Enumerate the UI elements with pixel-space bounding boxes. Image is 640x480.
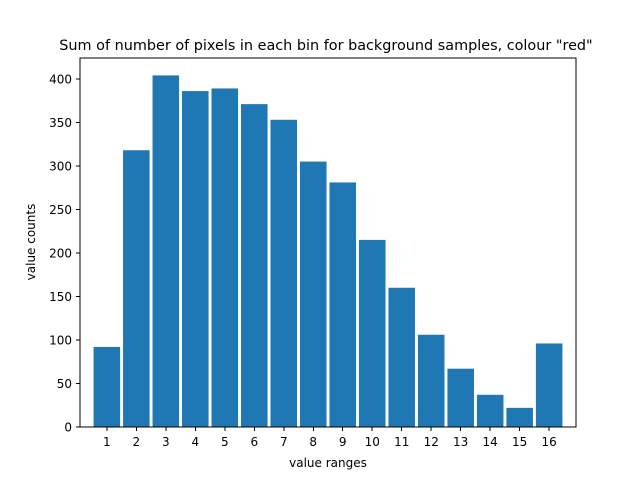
bar-13 <box>447 368 474 427</box>
y-axis-label: value counts <box>24 204 38 281</box>
chart-title: Sum of number of pixels in each bin for … <box>59 38 592 54</box>
x-tick-label: 6 <box>250 435 258 449</box>
bar-11 <box>388 287 415 427</box>
bar-2 <box>123 150 150 427</box>
y-tick-label: 0 <box>64 421 72 435</box>
y-tick-label: 400 <box>49 72 72 86</box>
y-axis-ticks: 0 50 100 150 200 250 300 350 400 <box>49 72 80 435</box>
y-tick-label: 50 <box>57 377 72 391</box>
y-tick-label: 200 <box>49 246 72 260</box>
bar-5 <box>211 88 239 428</box>
x-tick-label: 3 <box>162 435 170 449</box>
x-axis-label: value ranges <box>289 456 367 470</box>
y-tick-label: 100 <box>49 333 72 347</box>
bar-16 <box>535 343 563 427</box>
y-tick-label: 300 <box>49 159 72 173</box>
x-tick-label: 1 <box>103 435 111 449</box>
bars-group <box>93 75 563 428</box>
bar-3 <box>152 75 180 427</box>
bar-6 <box>241 104 268 427</box>
x-axis-ticks: 1 2 3 4 5 6 7 8 9 10 11 12 13 14 15 16 <box>103 427 557 449</box>
bar-4 <box>182 91 209 428</box>
x-tick-label: 16 <box>542 435 557 449</box>
x-tick-label: 10 <box>365 435 380 449</box>
bar-7 <box>270 119 298 427</box>
bar-12 <box>417 334 445 427</box>
bar-10 <box>358 239 386 427</box>
bar-9 <box>329 182 357 427</box>
bar-1 <box>93 346 121 427</box>
bar-14 <box>476 394 504 427</box>
y-tick-label: 350 <box>49 116 72 130</box>
x-tick-label: 15 <box>512 435 527 449</box>
plot-frame <box>79 57 577 428</box>
x-tick-label: 9 <box>339 435 347 449</box>
y-tick-label: 250 <box>49 203 72 217</box>
bar-15 <box>506 407 533 427</box>
x-tick-label: 8 <box>309 435 317 449</box>
bar-8 <box>299 161 327 428</box>
x-tick-label: 4 <box>191 435 199 449</box>
x-tick-label: 11 <box>394 435 409 449</box>
x-tick-label: 2 <box>133 435 141 449</box>
x-tick-label: 12 <box>424 435 439 449</box>
x-tick-label: 14 <box>483 435 498 449</box>
x-tick-label: 5 <box>221 435 229 449</box>
x-tick-label: 7 <box>280 435 288 449</box>
y-tick-label: 150 <box>49 290 72 304</box>
x-tick-label: 13 <box>453 435 468 449</box>
